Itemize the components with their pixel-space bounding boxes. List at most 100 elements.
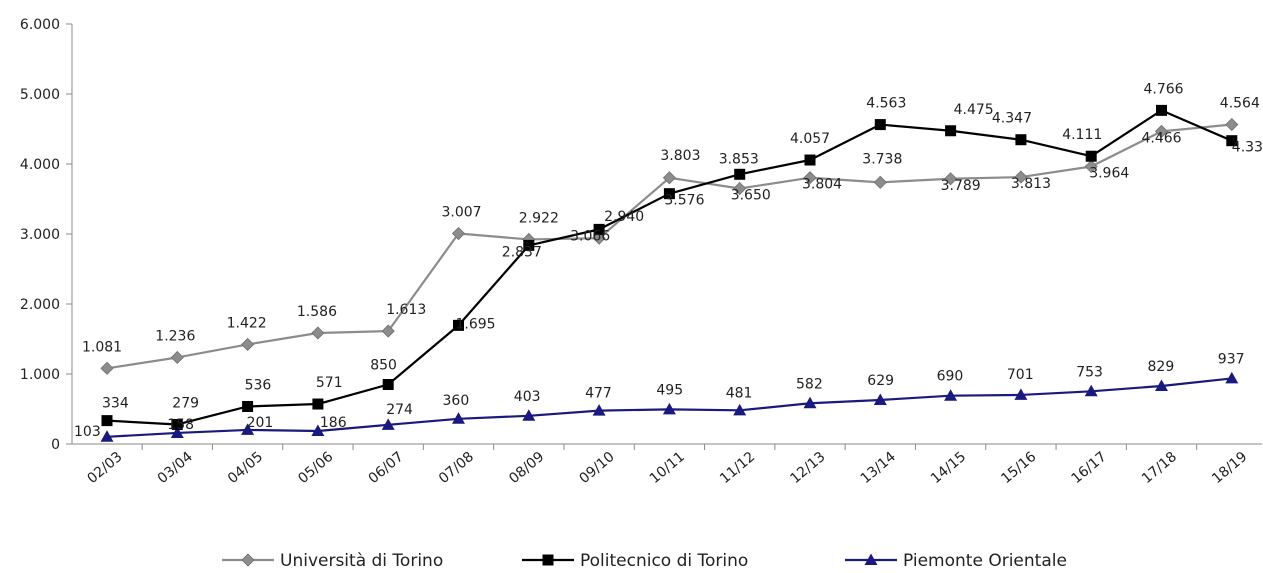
data-point: [662, 171, 676, 185]
data-point: [663, 188, 675, 200]
chart-legend: Università di Torino Politecnico di Torin…: [222, 551, 1067, 571]
data-label: 701: [1007, 367, 1034, 383]
data-label: 158: [167, 417, 194, 433]
data-point: [803, 396, 817, 409]
data-label: 201: [247, 415, 274, 431]
data-point: [311, 326, 325, 340]
series-0: [100, 117, 1239, 375]
data-label: 360: [443, 393, 470, 409]
data-point: [733, 181, 747, 196]
data-point: [662, 402, 676, 415]
y-tick-label: 2.000: [20, 297, 60, 313]
data-point: [1015, 134, 1027, 146]
data-point: [523, 239, 535, 251]
y-tick-label: 1.000: [20, 367, 60, 383]
x-tick-label: 17/18: [1139, 449, 1180, 487]
data-point: [453, 319, 464, 331]
data-label: 1.081: [82, 339, 122, 355]
data-point: [1014, 170, 1028, 184]
data-label: 4.564: [1220, 96, 1260, 112]
data-point: [1085, 150, 1097, 162]
data-point: [804, 154, 816, 166]
data-point: [1156, 104, 1167, 116]
data-point: [1155, 379, 1168, 391]
data-label: 1.695: [456, 316, 496, 332]
data-label: 334: [102, 396, 129, 412]
legend-marker: [241, 553, 255, 567]
data-label: 3.576: [664, 193, 704, 209]
x-tick-label: 03/04: [155, 449, 196, 487]
data-point: [592, 404, 606, 416]
x-tick-label: 11/12: [717, 449, 758, 487]
data-label: 3.803: [660, 148, 700, 164]
data-point: [1084, 159, 1098, 174]
data-label: 4.466: [1142, 130, 1182, 146]
data-point: [242, 400, 254, 412]
data-point: [733, 403, 747, 416]
data-label: 4.347: [992, 111, 1032, 127]
data-point: [944, 172, 958, 186]
x-tick-label: 08/09: [506, 449, 547, 487]
data-label: 536: [245, 377, 272, 393]
data-point: [1226, 135, 1238, 147]
data-label: 3.066: [570, 228, 610, 244]
data-label: 690: [937, 369, 964, 385]
x-tick-label: 04/05: [225, 449, 266, 487]
data-label: 477: [585, 386, 612, 402]
data-point: [451, 226, 466, 241]
data-label: 850: [370, 358, 397, 374]
data-label: 4.563: [866, 96, 906, 112]
data-point: [1154, 124, 1169, 138]
data-label: 3.789: [941, 178, 981, 194]
legend-marker: [864, 553, 878, 565]
data-label: 274: [386, 402, 413, 418]
data-label: 403: [514, 389, 541, 405]
data-point: [873, 393, 887, 405]
data-point: [452, 412, 465, 424]
data-point: [874, 119, 886, 131]
data-point: [945, 125, 957, 137]
legend-item: Università di Torino: [222, 551, 443, 571]
data-label: 3.853: [719, 151, 759, 167]
data-label: 279: [172, 395, 199, 411]
data-label: 2.922: [519, 210, 559, 226]
data-label: 1.613: [386, 302, 426, 318]
legend-item: Piemonte Orientale: [845, 551, 1067, 571]
data-point: [100, 430, 114, 442]
legend-label: Piemonte Orientale: [903, 551, 1067, 571]
x-tick-label: 13/14: [858, 449, 899, 487]
data-label: 3.738: [862, 151, 902, 167]
data-label: 4.333: [1232, 140, 1263, 156]
series-layer: [100, 104, 1239, 442]
data-label: 3.964: [1089, 166, 1129, 182]
data-label: 829: [1148, 359, 1175, 375]
data-label: 1.236: [155, 328, 195, 344]
data-label: 3.007: [442, 205, 482, 221]
x-tick-label: 07/08: [436, 449, 477, 487]
data-point: [100, 361, 114, 375]
data-label: 4.057: [790, 131, 830, 147]
x-tick-label: 12/13: [787, 449, 828, 487]
data-label: 2.837: [502, 244, 542, 260]
legend-label: Università di Torino: [280, 551, 443, 571]
data-point: [592, 231, 606, 245]
y-tick-label: 6.000: [20, 17, 60, 33]
data-point: [311, 424, 325, 436]
data-label: 186: [320, 415, 347, 431]
data-point: [170, 350, 184, 365]
data-point: [312, 398, 324, 410]
x-tick-label: 06/07: [366, 449, 407, 487]
data-label: 629: [867, 373, 894, 389]
data-point: [1225, 371, 1239, 384]
data-point: [944, 389, 958, 401]
data-point: [241, 337, 255, 352]
data-label: 582: [796, 376, 823, 392]
y-tick-label: 4.000: [20, 157, 60, 173]
y-tick-label: 5.000: [20, 87, 60, 103]
y-tick-label: 3.000: [20, 227, 60, 243]
data-label: 481: [726, 385, 753, 401]
data-label: 3.813: [1011, 176, 1051, 192]
data-label: 495: [656, 382, 683, 398]
data-label: 4.475: [954, 102, 994, 118]
data-point: [803, 171, 817, 185]
